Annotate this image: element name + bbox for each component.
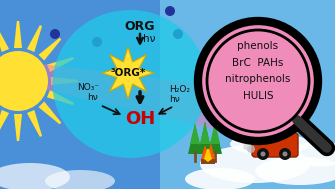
Ellipse shape	[53, 10, 207, 158]
Ellipse shape	[200, 145, 310, 183]
Circle shape	[243, 144, 249, 150]
Circle shape	[0, 51, 48, 111]
Polygon shape	[188, 124, 202, 154]
Polygon shape	[208, 123, 222, 154]
Polygon shape	[0, 110, 9, 137]
Text: hν: hν	[169, 95, 179, 105]
Text: hν: hν	[87, 94, 97, 102]
Polygon shape	[190, 123, 200, 144]
Polygon shape	[204, 149, 212, 162]
Text: nitrophenols: nitrophenols	[225, 74, 291, 84]
Polygon shape	[14, 21, 22, 48]
FancyBboxPatch shape	[252, 133, 298, 157]
Circle shape	[261, 152, 266, 156]
Circle shape	[50, 29, 60, 39]
Ellipse shape	[290, 142, 335, 167]
Polygon shape	[27, 25, 42, 52]
Ellipse shape	[230, 133, 310, 155]
Text: NO₃⁻: NO₃⁻	[77, 83, 99, 91]
Polygon shape	[47, 90, 74, 105]
Ellipse shape	[185, 168, 255, 189]
Polygon shape	[0, 25, 9, 52]
Text: phenols: phenols	[238, 41, 279, 51]
Text: H₂O₂: H₂O₂	[170, 84, 191, 94]
Polygon shape	[27, 110, 42, 137]
Circle shape	[165, 6, 175, 16]
Polygon shape	[42, 64, 245, 129]
Text: OH: OH	[125, 110, 155, 128]
Polygon shape	[198, 122, 212, 154]
Polygon shape	[102, 47, 154, 99]
Ellipse shape	[0, 163, 70, 189]
Polygon shape	[39, 101, 61, 124]
Polygon shape	[210, 122, 220, 144]
Circle shape	[207, 30, 309, 132]
Circle shape	[247, 145, 255, 153]
Text: ³ORG*: ³ORG*	[110, 68, 146, 78]
Circle shape	[92, 37, 102, 47]
Circle shape	[257, 148, 269, 160]
Polygon shape	[265, 126, 287, 136]
Text: ORG: ORG	[125, 19, 155, 33]
Polygon shape	[47, 57, 74, 72]
Bar	[201, 159, 215, 164]
Polygon shape	[51, 77, 78, 85]
Ellipse shape	[255, 157, 335, 185]
Ellipse shape	[45, 170, 115, 189]
Polygon shape	[201, 143, 215, 163]
Bar	[268, 128, 283, 135]
Circle shape	[198, 21, 318, 141]
Circle shape	[279, 148, 291, 160]
Polygon shape	[14, 114, 22, 141]
Polygon shape	[200, 121, 210, 144]
Circle shape	[282, 152, 287, 156]
Bar	[160, 0, 335, 189]
Text: HULIS: HULIS	[243, 91, 273, 101]
Circle shape	[173, 29, 183, 39]
Text: BrC  PAHs: BrC PAHs	[232, 58, 284, 68]
Text: hν: hν	[143, 34, 155, 44]
Polygon shape	[39, 38, 61, 60]
